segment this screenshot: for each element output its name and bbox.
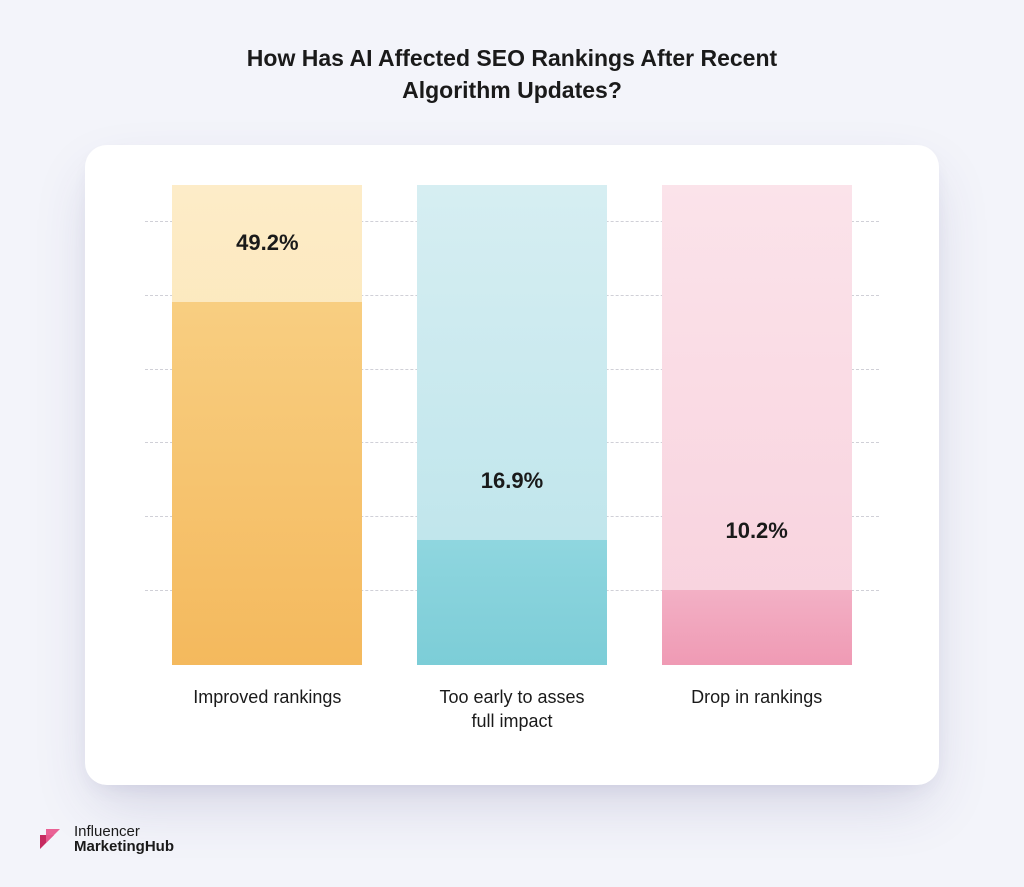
x-axis-label: Drop in rankings	[634, 685, 879, 734]
bar-fill	[172, 302, 362, 665]
logo-line2: MarketingHub	[74, 839, 174, 855]
bar-fill	[417, 540, 607, 665]
plot-area: 49.2% 16.9% 10.2%	[145, 185, 879, 665]
bar-fill	[662, 590, 852, 665]
bar-value-label: 49.2%	[172, 230, 362, 266]
bar-slot: 49.2%	[145, 185, 390, 665]
logo-mark-icon	[40, 825, 64, 853]
brand-logo: Influencer MarketingHub	[40, 824, 174, 856]
bar-slot: 16.9%	[390, 185, 635, 665]
chart-card: 49.2% 16.9% 10.2% Improved rankingsToo ear…	[85, 145, 939, 785]
chart-title: How Has AI Affected SEO Rankings After R…	[0, 42, 1024, 106]
x-axis-label: Improved rankings	[145, 685, 390, 734]
logo-text: Influencer MarketingHub	[74, 824, 174, 856]
bar-value-label: 10.2%	[662, 518, 852, 554]
bars-container: 49.2% 16.9% 10.2%	[145, 185, 879, 665]
bar-slot: 10.2%	[634, 185, 879, 665]
bar-value-label: 16.9%	[417, 468, 607, 504]
x-axis-label: Too early to assesfull impact	[390, 685, 635, 734]
logo-line1: Influencer	[74, 824, 174, 840]
x-axis-labels: Improved rankingsToo early to assesfull …	[145, 685, 879, 734]
